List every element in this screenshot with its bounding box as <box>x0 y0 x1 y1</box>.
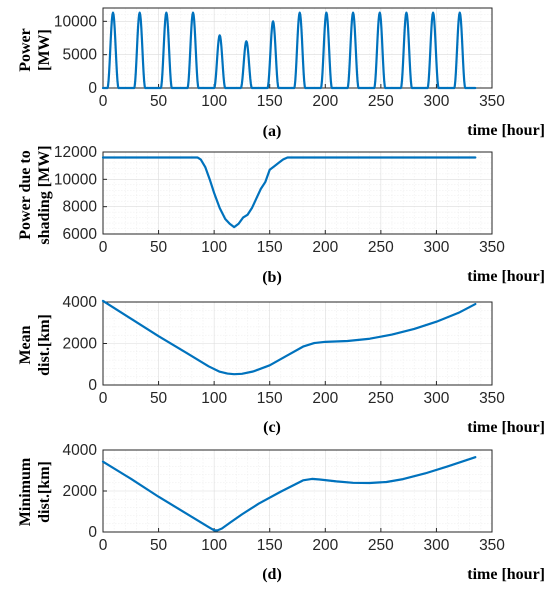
x-tick-label: 150 <box>257 390 283 407</box>
x-tick-label: 250 <box>368 537 394 554</box>
x-axis-label: time [hour] <box>467 122 545 139</box>
x-axis-label: time [hour] <box>467 268 545 285</box>
series-line <box>101 156 477 229</box>
x-tick-label: 350 <box>479 93 505 110</box>
series-line <box>101 11 477 90</box>
x-tick-label: 50 <box>150 537 168 554</box>
x-tick-label: 250 <box>368 93 394 110</box>
y-tick-label: 0 <box>88 80 97 97</box>
y-axis-label-line: shading [MW] <box>36 145 53 244</box>
subplot-caption: (b) <box>262 269 282 286</box>
y-tick-label: 8000 <box>63 199 98 216</box>
subplot-caption: (d) <box>262 566 282 583</box>
y-axis-label: Minimum dist.[km] <box>17 457 53 526</box>
y-axis-label: Power due to shading [MW] <box>17 145 53 244</box>
x-tick-label: 50 <box>150 390 168 407</box>
subplot-2: 0 50 100 150 200 250 300 350600080001000012000P… <box>17 144 545 286</box>
y-tick-label: 4000 <box>63 442 98 459</box>
y-axis-label: Power [MW] <box>17 28 53 72</box>
y-tick-label: 4000 <box>63 294 98 311</box>
series-line <box>101 456 477 532</box>
y-axis-label-line: Minimum <box>17 457 34 526</box>
x-tick-label: 350 <box>479 537 505 554</box>
x-tick-label: 300 <box>423 537 449 554</box>
axes-frame <box>102 449 493 533</box>
x-tick-label: 0 <box>99 390 108 407</box>
x-tick-label: 0 <box>99 93 108 110</box>
axes-frame <box>102 301 493 386</box>
subplot-caption: (c) <box>263 419 281 436</box>
y-tick-label: 6000 <box>63 226 98 243</box>
axes-frame <box>102 7 493 89</box>
y-axis-label: Mean dist.[km] <box>17 314 53 376</box>
y-axis-label-line: Power <box>17 28 34 72</box>
x-tick-label: 50 <box>150 239 168 256</box>
y-tick-label: 10000 <box>54 171 97 188</box>
x-tick-label: 200 <box>312 239 338 256</box>
x-tick-label: 150 <box>257 93 283 110</box>
y-axis-label-line: [MW] <box>36 29 53 71</box>
axes-frame <box>102 151 493 235</box>
plot-area <box>102 151 493 235</box>
x-tick-label: 0 <box>99 537 108 554</box>
x-tick-label: 100 <box>201 93 227 110</box>
y-tick-label: 0 <box>88 524 97 541</box>
x-tick-label: 300 <box>423 93 449 110</box>
x-tick-label: 350 <box>479 390 505 407</box>
series-line <box>101 299 477 376</box>
x-tick-label: 150 <box>257 239 283 256</box>
x-tick-label: 200 <box>312 390 338 407</box>
x-tick-label: 100 <box>201 390 227 407</box>
y-axis-label-line: dist.[km] <box>36 314 53 376</box>
subplot-caption: (a) <box>263 123 282 140</box>
y-tick-label: 5000 <box>63 47 98 64</box>
x-tick-label: 100 <box>201 537 227 554</box>
x-tick-label: 300 <box>423 239 449 256</box>
x-tick-label: 200 <box>312 537 338 554</box>
x-tick-label: 200 <box>312 93 338 110</box>
x-tick-label: 250 <box>368 390 394 407</box>
x-tick-label: 250 <box>368 239 394 256</box>
y-axis-label-line: Mean <box>17 325 34 364</box>
x-tick-label: 0 <box>99 239 108 256</box>
x-tick-label: 300 <box>423 390 449 407</box>
y-tick-label: 10000 <box>54 13 97 30</box>
subplot-3: 0 50 100 150 200 250 300 350 0 2000 4000 Mean dist.[… <box>17 294 545 436</box>
subplot-4: 0 50 100 150 200 250 300 350 0 2000 4000 Minimum dis… <box>17 442 545 583</box>
y-tick-label: 2000 <box>63 483 98 500</box>
y-axis-label-line: dist.[km] <box>36 461 53 523</box>
y-tick-label: 12000 <box>54 144 97 161</box>
x-tick-label: 350 <box>479 239 505 256</box>
y-axis-label-line: Power due to <box>17 150 34 239</box>
x-tick-label: 50 <box>150 93 168 110</box>
x-tick-label: 150 <box>257 537 283 554</box>
x-axis-label: time [hour] <box>467 419 545 436</box>
x-axis-label: time [hour] <box>467 566 545 583</box>
y-tick-label: 2000 <box>63 336 98 353</box>
x-tick-label: 100 <box>201 239 227 256</box>
y-tick-label: 0 <box>88 377 97 394</box>
